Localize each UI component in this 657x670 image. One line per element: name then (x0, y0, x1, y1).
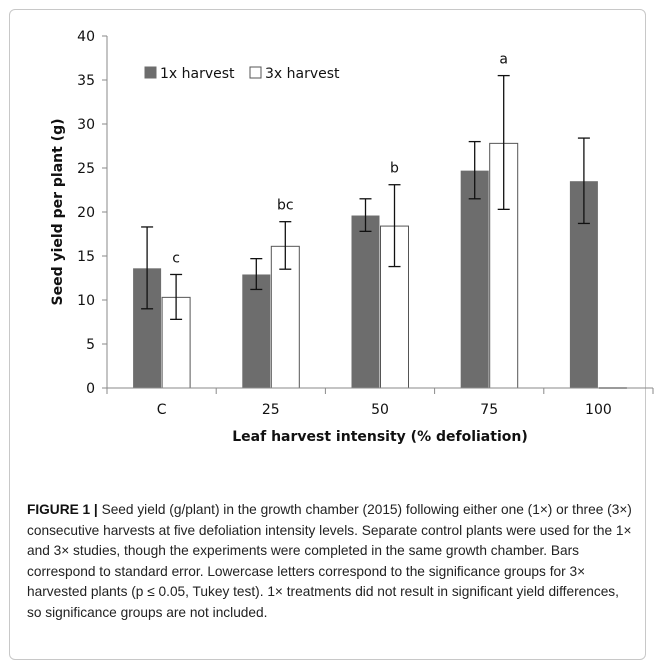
y-tick-label: 20 (77, 205, 95, 221)
legend-swatch (249, 66, 262, 79)
significance-label: c (172, 250, 180, 266)
y-tick-label: 15 (77, 249, 95, 265)
bar-chart: 0 5 10 15 20 25 30 35 40 c bc b a C 25 50 75 100 1x har… (50, 29, 654, 445)
legend-swatch (144, 66, 157, 79)
x-tick-label: 25 (262, 402, 280, 418)
legend-item: 1x harvest (144, 66, 235, 82)
bar-1x (460, 170, 489, 388)
figure-caption: FIGURE 1 | Seed yield (g/plant) in the g… (27, 500, 637, 624)
error-bar (497, 74, 510, 211)
bar-1x (242, 274, 271, 388)
x-tick-label: 50 (371, 402, 389, 418)
x-tick-label: 100 (585, 402, 612, 418)
error-bar-group (141, 74, 590, 321)
significance-label: a (499, 52, 508, 68)
error-bar (577, 137, 590, 225)
x-axis-title: Leaf harvest intensity (% defoliation) (232, 429, 527, 445)
y-tick-label: 10 (77, 293, 95, 309)
bar-group (133, 142, 627, 389)
y-tick-label: 5 (86, 337, 95, 353)
error-bar (141, 226, 154, 310)
y-tick-label: 25 (77, 161, 95, 177)
y-tick-label: 35 (77, 73, 95, 89)
error-bar (468, 140, 481, 200)
caption-lead: FIGURE 1 | (27, 502, 98, 517)
bar-3x (270, 245, 300, 389)
bar-1x (351, 215, 380, 388)
error-bar (279, 221, 292, 270)
legend-label: 1x harvest (160, 66, 235, 82)
y-axis-title: Seed yield per plant (g) (50, 119, 66, 306)
y-tick-label: 0 (86, 381, 95, 397)
x-tick-label: 75 (480, 402, 498, 418)
legend-item: 3x harvest (249, 66, 340, 82)
y-tick-label: 30 (77, 117, 95, 133)
legend: 1x harvest 3x harvest (144, 66, 340, 82)
significance-label: b (390, 161, 399, 177)
legend-label: 3x harvest (265, 66, 340, 82)
caption-text: Seed yield (g/plant) in the growth chamb… (27, 502, 632, 620)
significance-labels: c bc b a (172, 52, 508, 267)
significance-label: bc (277, 198, 294, 214)
error-bar (170, 273, 183, 321)
error-bar (359, 198, 372, 233)
x-axis-ticks: C 25 50 75 100 (106, 388, 654, 418)
error-bar (388, 184, 401, 268)
error-bar (250, 257, 263, 291)
y-axis-ticks: 0 5 10 15 20 25 30 35 40 (77, 29, 107, 397)
figure-frame (9, 9, 646, 660)
x-tick-label: C (157, 402, 167, 418)
y-tick-label: 40 (77, 29, 95, 45)
